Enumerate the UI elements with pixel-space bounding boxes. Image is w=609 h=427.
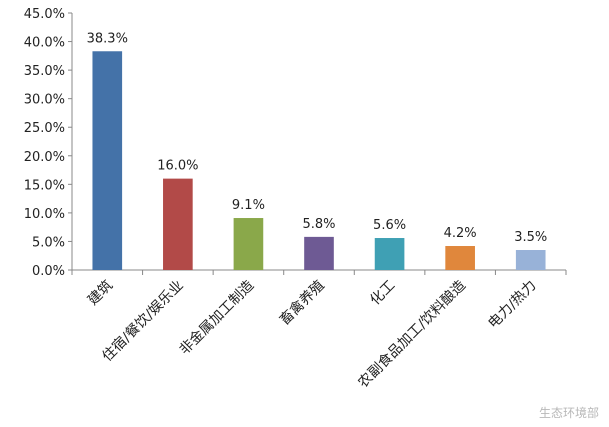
y-tick-label: 20.0% (24, 150, 65, 165)
data-label: 16.0% (157, 159, 198, 174)
category-label: 电力/热力 (485, 278, 539, 332)
y-tick-label: 15.0% (24, 178, 65, 193)
data-label: 38.3% (87, 31, 128, 46)
y-tick-label: 25.0% (24, 121, 65, 136)
y-tick-label: 0.0% (32, 264, 65, 279)
y-tick-label: 5.0% (32, 235, 65, 250)
bar (445, 246, 475, 270)
data-label: 3.5% (514, 230, 547, 245)
data-label: 9.1% (232, 198, 265, 213)
category-label: 建筑 (85, 278, 116, 309)
y-tick-label: 45.0% (24, 7, 65, 22)
bar (374, 238, 405, 270)
y-tick-label: 40.0% (24, 36, 65, 51)
bar (233, 218, 264, 270)
bar (92, 51, 123, 270)
data-label: 4.2% (444, 226, 477, 241)
watermark: 生态环境部 (538, 406, 599, 420)
bar (163, 178, 193, 270)
y-tick-label: 30.0% (24, 93, 65, 108)
category-label: 非金属加工制造 (177, 278, 258, 359)
data-label: 5.8% (302, 217, 335, 232)
category-label: 化工 (367, 278, 398, 309)
data-labels: 38.3% 16.0% 9.1% 5.8% 5.6% 4.2% 3.5% (87, 31, 548, 245)
data-label: 5.6% (373, 218, 406, 233)
y-axis-ticks: 0.0% 5.0% 10.0% 15.0% 20.0% 25.0% 30.0% 35.0% 40… (24, 7, 567, 279)
bar (515, 250, 546, 270)
bars (92, 51, 546, 270)
bar (304, 236, 334, 270)
y-tick-label: 10.0% (24, 207, 65, 222)
category-label: 畜禽养殖 (276, 277, 328, 329)
y-tick-label: 35.0% (24, 64, 65, 79)
